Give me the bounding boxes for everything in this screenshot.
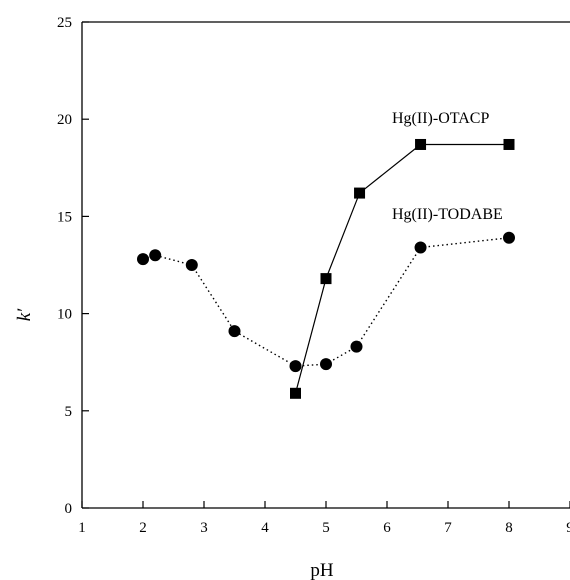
data-point-todabe [149, 249, 162, 262]
data-point-otacp [503, 138, 515, 150]
series-label-otacp: Hg(II)-OTACP [392, 110, 489, 127]
y-tick-label: 5 [65, 404, 73, 420]
x-tick-label: 1 [78, 520, 86, 536]
axes: 1 2 3 4 5 6 7 8 9 0 5 10 15 20 25 [57, 15, 570, 536]
y-tick-label: 20 [57, 112, 72, 128]
data-point-otacp [354, 187, 366, 199]
data-point-otacp [290, 387, 301, 399]
data-point-todabe [320, 358, 332, 371]
y-axis-title: k′ [14, 308, 35, 321]
x-tick-label: 9 [566, 520, 570, 536]
y-tick-label: 0 [65, 501, 73, 517]
x-tick-label: 8 [505, 520, 513, 536]
x-axis-title: pH [310, 560, 334, 580]
data-point-todabe [137, 253, 149, 266]
x-tick-label: 5 [322, 520, 330, 536]
series-line-todabe [142, 237, 510, 367]
y-tick-label: 10 [57, 307, 72, 323]
data-point-todabe [228, 325, 241, 338]
data-point-todabe [350, 340, 363, 353]
series-line-otacp [294, 143, 509, 394]
data-point-todabe [185, 259, 198, 271]
x-tick-label: 7 [444, 520, 452, 536]
x-tick-label: 3 [200, 520, 208, 536]
data-point-todabe [414, 241, 427, 254]
series-label-todabe: Hg(II)-TODABE [392, 206, 503, 223]
x-tick-label: 2 [139, 520, 147, 536]
data-point-todabe [289, 360, 302, 373]
data-point-otacp [320, 273, 332, 285]
data-point-todabe [503, 231, 515, 244]
y-tick-label: 15 [57, 209, 72, 225]
x-tick-label: 4 [261, 520, 269, 536]
data-point-otacp [415, 138, 427, 150]
x-tick-label: 6 [383, 520, 391, 536]
series-layer [137, 138, 515, 399]
y-tick-label: 25 [57, 15, 72, 31]
